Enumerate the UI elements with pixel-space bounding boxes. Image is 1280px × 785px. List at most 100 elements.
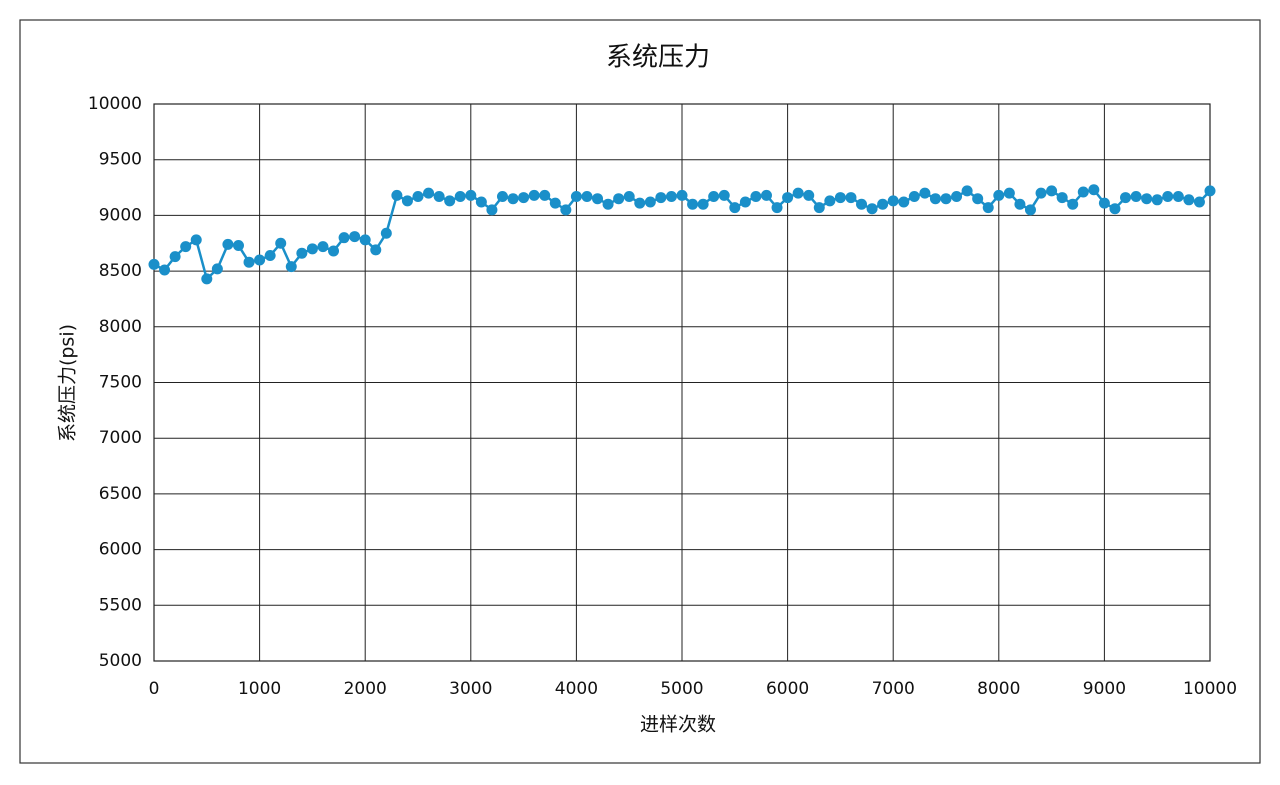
- data-point: [349, 231, 361, 243]
- data-point: [296, 247, 308, 259]
- y-tick-label: 8500: [99, 261, 142, 281]
- data-point: [539, 189, 551, 201]
- data-point: [1120, 192, 1132, 204]
- data-point: [433, 190, 445, 202]
- data-point: [264, 250, 276, 262]
- data-point: [665, 190, 677, 202]
- data-point: [623, 190, 635, 202]
- data-point: [317, 241, 329, 253]
- data-point: [1130, 190, 1142, 202]
- y-tick-label: 9500: [99, 150, 142, 170]
- data-point: [190, 234, 202, 246]
- data-point: [834, 192, 846, 204]
- data-point: [676, 189, 688, 201]
- y-tick-label: 6500: [99, 484, 142, 504]
- data-point: [222, 238, 234, 250]
- y-tick-label: 6000: [99, 540, 142, 560]
- y-tick-label: 5500: [99, 595, 142, 615]
- data-point: [412, 190, 424, 202]
- x-tick-label: 0: [149, 679, 160, 699]
- data-point: [148, 258, 160, 270]
- data-point: [1151, 194, 1163, 206]
- data-point: [856, 198, 868, 210]
- data-point: [401, 195, 413, 207]
- x-tick-label: 10000: [1183, 679, 1237, 699]
- data-point: [275, 237, 287, 249]
- data-point: [1193, 196, 1205, 208]
- data-point: [898, 196, 910, 208]
- data-point: [549, 197, 561, 209]
- x-tick-label: 3000: [449, 679, 492, 699]
- data-point: [877, 198, 889, 210]
- data-point: [496, 190, 508, 202]
- data-point: [1077, 186, 1089, 198]
- x-tick-label: 5000: [660, 679, 703, 699]
- y-axis-label: 系统压力(psi): [57, 324, 79, 442]
- data-point: [169, 251, 181, 263]
- data-point: [750, 190, 762, 202]
- data-point: [708, 190, 720, 202]
- y-tick-label: 10000: [88, 94, 142, 114]
- data-point: [243, 256, 255, 268]
- data-point: [1162, 190, 1174, 202]
- data-point: [380, 227, 392, 239]
- data-point: [475, 196, 487, 208]
- data-point: [1046, 185, 1058, 197]
- y-tick-label: 9000: [99, 205, 142, 225]
- data-point: [644, 196, 656, 208]
- data-point: [444, 195, 456, 207]
- data-point: [306, 243, 318, 255]
- data-point: [718, 189, 730, 201]
- data-point: [1003, 187, 1015, 199]
- data-point: [1141, 193, 1153, 205]
- data-point: [824, 195, 836, 207]
- data-point: [1088, 184, 1100, 196]
- data-point: [232, 239, 244, 251]
- x-tick-label: 9000: [1083, 679, 1126, 699]
- data-point: [908, 190, 920, 202]
- chart-title: 系统压力: [606, 43, 710, 73]
- data-point: [634, 197, 646, 209]
- data-point: [1024, 204, 1036, 216]
- x-tick-label: 4000: [555, 679, 598, 699]
- data-point: [1056, 192, 1068, 204]
- data-point: [929, 193, 941, 205]
- data-point: [338, 232, 350, 244]
- data-point: [328, 245, 340, 257]
- data-point: [813, 202, 825, 214]
- data-point: [771, 202, 783, 214]
- data-point: [1204, 185, 1216, 197]
- data-point: [697, 198, 709, 210]
- y-tick-label: 7500: [99, 373, 142, 393]
- data-point: [687, 198, 699, 210]
- data-point: [919, 187, 931, 199]
- data-point: [581, 190, 593, 202]
- y-tick-label: 5000: [99, 651, 142, 671]
- data-point: [1035, 187, 1047, 199]
- data-point: [254, 254, 266, 266]
- data-point: [528, 189, 540, 201]
- data-point: [1067, 198, 1079, 210]
- data-point: [782, 192, 794, 204]
- data-point: [729, 202, 741, 214]
- data-point: [655, 192, 667, 204]
- data-point: [982, 202, 994, 214]
- data-point: [370, 244, 382, 256]
- chart-frame: [19, 19, 1261, 764]
- y-tick-label: 8000: [99, 317, 142, 337]
- data-point: [1109, 203, 1121, 215]
- data-point: [866, 203, 878, 215]
- data-point: [423, 187, 435, 199]
- data-point: [391, 189, 403, 201]
- data-point: [792, 187, 804, 199]
- data-point: [1098, 197, 1110, 209]
- data-point: [613, 193, 625, 205]
- data-point: [1014, 198, 1026, 210]
- data-point: [951, 190, 963, 202]
- data-point: [961, 185, 973, 197]
- data-point: [1183, 194, 1195, 206]
- x-tick-label: 2000: [344, 679, 387, 699]
- plot-frame: [153, 103, 1211, 662]
- x-tick-label: 7000: [872, 679, 915, 699]
- data-point: [760, 189, 772, 201]
